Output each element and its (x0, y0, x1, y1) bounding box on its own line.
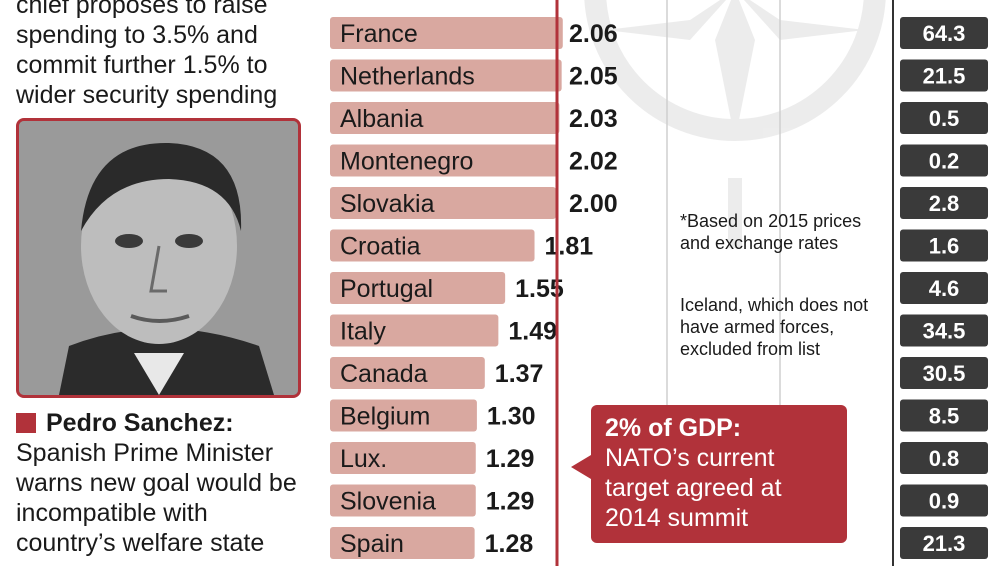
right-value-box (900, 102, 988, 134)
right-value-label: 21.5 (923, 64, 966, 89)
bar-portugal (330, 272, 506, 304)
category-label: Lux. (340, 445, 387, 473)
category-label: Montenegro (340, 148, 473, 176)
target-callout: 2% of GDP: NATO’s current target agreed … (571, 405, 847, 543)
right-value-box (900, 484, 988, 517)
right-value-label: 4.6 (929, 276, 960, 301)
category-label: Albania (340, 105, 423, 133)
nato-logo-watermark (584, 0, 886, 248)
right-value-box (900, 17, 988, 49)
caption-name: Pedro Sanchez: (46, 409, 234, 437)
footnote-iceland: Iceland, which does not have armed force… (680, 295, 869, 359)
portrait-photo (16, 118, 301, 398)
right-value-box (900, 59, 988, 92)
bar-france (330, 17, 563, 49)
category-label: Canada (340, 360, 428, 388)
right-value-box (900, 272, 988, 304)
bar-spain (330, 527, 475, 559)
footnote-prices: *Based on 2015 prices and exchange rates (680, 211, 862, 253)
value-label: 2.05 (569, 63, 618, 91)
category-label: France (340, 20, 418, 48)
right-value-box (900, 187, 988, 219)
category-label: Croatia (340, 233, 421, 261)
right-value-box (900, 399, 988, 432)
right-value-box (900, 144, 988, 177)
value-label: 1.49 (508, 318, 557, 346)
bar-slovakia (330, 187, 556, 219)
bar-belgium (330, 399, 477, 432)
right-value-label: 0.8 (929, 446, 960, 471)
bar-italy (330, 314, 499, 347)
right-value-label: 0.9 (929, 489, 960, 514)
bar-lux (330, 442, 476, 474)
bar-canada (330, 357, 485, 389)
value-label: 1.29 (486, 445, 535, 473)
right-value-label: 34.5 (923, 319, 966, 344)
right-value-label: 21.3 (923, 531, 966, 556)
category-label: Belgium (340, 403, 430, 431)
value-label: 1.28 (485, 530, 534, 558)
right-value-box (900, 229, 988, 262)
right-value-box (900, 527, 988, 559)
intro-text: chief proposes to raise spending to 3.5%… (16, 0, 278, 109)
caption: Pedro Sanchez: Spanish Prime Minister wa… (16, 408, 311, 558)
category-label: Slovakia (340, 190, 435, 218)
right-value-label: 0.5 (929, 106, 960, 131)
callout-body: NATO’s current target agreed at 2014 sum… (605, 444, 782, 532)
value-label: 1.29 (486, 488, 535, 516)
right-value-label: 2.8 (929, 191, 960, 216)
right-value-label: 0.2 (929, 149, 960, 174)
category-label: Italy (340, 318, 386, 346)
value-label: 1.30 (487, 403, 536, 431)
value-label: 2.06 (569, 20, 618, 48)
category-label: Netherlands (340, 63, 475, 91)
category-label: Portugal (340, 275, 433, 303)
right-value-box (900, 442, 988, 474)
right-value-box (900, 314, 988, 347)
right-value-label: 8.5 (929, 404, 960, 429)
category-label: Spain (340, 530, 404, 558)
value-label: 2.00 (569, 190, 618, 218)
right-value-label: 30.5 (923, 361, 966, 386)
caption-marker (16, 413, 36, 433)
right-value-box (900, 357, 988, 389)
value-label: 1.37 (495, 360, 544, 388)
caption-text: Spanish Prime Minister warns new goal wo… (16, 439, 297, 557)
callout-heading: 2% of GDP: (605, 414, 742, 442)
bar-slovenia (330, 484, 476, 517)
category-label: Slovenia (340, 488, 436, 516)
bar-croatia (330, 229, 535, 262)
value-label: 1.81 (545, 233, 594, 261)
portrait-illustration (19, 121, 298, 395)
value-label: 2.03 (569, 105, 618, 133)
bar-netherlands (330, 59, 562, 92)
value-label: 2.02 (569, 148, 618, 176)
bar-albania (330, 102, 560, 134)
right-value-label: 1.6 (929, 234, 960, 259)
right-value-label: 64.3 (923, 21, 966, 46)
bar-montenegro (330, 144, 559, 177)
